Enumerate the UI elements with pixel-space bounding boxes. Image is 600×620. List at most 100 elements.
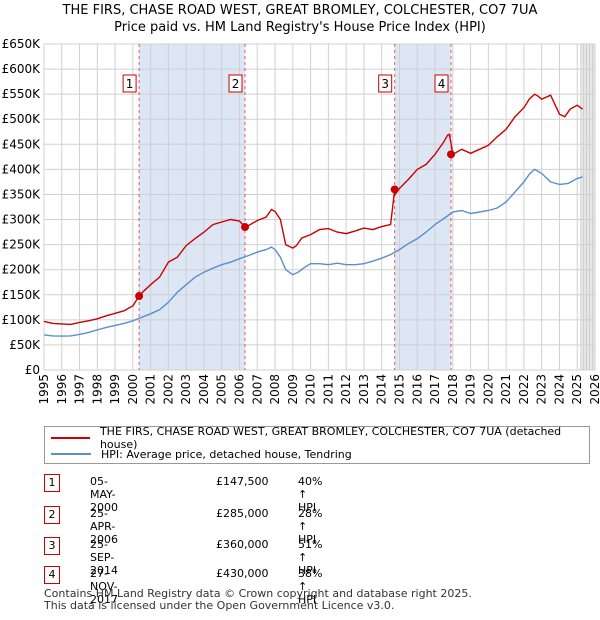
x-tick-label: 2004 — [197, 374, 211, 405]
y-tick-label: £450K — [2, 137, 42, 151]
transaction-number: 2 — [44, 506, 60, 524]
sale-marker-lines — [138, 44, 452, 370]
transaction-date: 05-MAY-2000 — [90, 475, 118, 514]
y-tick-label: £400K — [2, 162, 42, 176]
y-tick-label: £500K — [2, 112, 42, 126]
x-tick-label: 1999 — [108, 374, 122, 405]
x-tick-label: 2020 — [481, 374, 495, 405]
y-tick-label: £150K — [2, 288, 42, 302]
transaction-price: £360,000 — [216, 538, 269, 551]
x-tick-label: 2022 — [517, 374, 531, 405]
x-tick-label: 2007 — [250, 374, 264, 405]
footer-copyright: Contains HM Land Registry data © Crown c… — [44, 587, 472, 600]
y-tick-label: £50K — [9, 338, 41, 352]
transaction-date: 25-APR-2006 — [90, 507, 118, 546]
chart-title: THE FIRS, CHASE ROAD WEST, GREAT BROMLEY… — [62, 3, 538, 18]
sale-marker-label: 4 — [438, 77, 446, 91]
x-tick-label: 2021 — [499, 374, 513, 405]
sale-points — [135, 150, 456, 301]
y-tick-label: £550K — [2, 87, 42, 101]
series-lines — [43, 93, 584, 337]
transaction-date: 27-NOV-2017 — [90, 567, 118, 606]
x-tick-label: 2008 — [268, 374, 282, 405]
legend-item-hpi: HPI: Average price, detached house, Tend… — [51, 446, 352, 462]
transaction-price: £430,000 — [216, 567, 269, 580]
x-tick-label: 2026 — [588, 374, 600, 405]
legend: THE FIRS, CHASE ROAD WEST, GREAT BROMLEY… — [44, 425, 590, 464]
legend-swatch-property — [51, 437, 90, 439]
sale-point — [447, 150, 456, 159]
transaction-price: £147,500 — [216, 475, 269, 488]
sale-point — [135, 292, 144, 301]
chart-subtitle: Price paid vs. HM Land Registry's House … — [114, 20, 486, 35]
legend-label-property: THE FIRS, CHASE ROAD WEST, GREAT BROMLEY… — [99, 425, 562, 451]
y-tick-label: £300K — [2, 213, 42, 227]
x-tick-label: 1998 — [90, 374, 104, 405]
sale-marker-box — [228, 74, 243, 93]
x-tick-label: 2009 — [286, 374, 300, 405]
x-tick-label: 2015 — [392, 374, 406, 405]
x-tick-label: 1997 — [73, 374, 87, 405]
x-tick-label: 2016 — [410, 374, 424, 405]
hpi-series-line — [43, 168, 583, 337]
x-tick-label: 2010 — [304, 374, 318, 405]
footer: Contains HM Land Registry data © Crown c… — [44, 588, 472, 612]
x-tick-label: 2013 — [357, 374, 371, 405]
price-chart: 1 2 3 4 £0 £50K £100K £150K £200K £250K £300K £350… — [2, 37, 600, 405]
y-tick-label: £600K — [2, 62, 42, 76]
legend-label-hpi: HPI: Average price, detached house, Tend… — [101, 447, 352, 461]
footer-licence: This data is licensed under the Open Gov… — [44, 599, 395, 612]
legend-item-property: THE FIRS, CHASE ROAD WEST, GREAT BROMLEY… — [51, 425, 589, 451]
chart-title-block: THE FIRS, CHASE ROAD WEST, GREAT BROMLEY… — [0, 2, 600, 36]
y-tick-label: £650K — [2, 37, 42, 51]
transaction-number: 1 — [44, 474, 60, 492]
sale-marker-box — [378, 74, 393, 93]
transaction-hpi: 28% ↑ HPI — [298, 507, 323, 546]
x-tick-label: 2025 — [570, 374, 584, 405]
sale-period-band — [139, 44, 246, 370]
x-tick-label: 2006 — [233, 374, 247, 405]
x-tick-label: 2002 — [161, 374, 175, 405]
future-band — [580, 44, 595, 370]
transaction-hpi: 51% ↑ HPI — [298, 538, 323, 577]
highlight-bands — [139, 44, 595, 370]
x-tick-label: 2024 — [552, 374, 566, 405]
legend-swatch-hpi — [51, 453, 91, 455]
sale-marker-label: 1 — [126, 77, 134, 91]
sale-marker-box — [434, 74, 449, 93]
grid-lines — [43, 43, 596, 371]
y-tick-labels: £0 £50K £100K £150K £200K £250K £300K £350K £400… — [2, 37, 42, 377]
sale-point — [390, 185, 399, 194]
x-tick-label: 1996 — [55, 374, 69, 405]
sale-period-band — [394, 44, 452, 370]
x-tick-label: 2014 — [375, 374, 389, 405]
x-tick-label: 2019 — [464, 374, 478, 405]
x-tick-label: 2018 — [446, 374, 460, 405]
x-tick-label: 2005 — [215, 374, 229, 405]
property-series-line — [43, 93, 584, 326]
y-tick-label: £200K — [2, 263, 42, 277]
transaction-number: 4 — [44, 566, 60, 584]
transaction-date: 25-SEP-2014 — [90, 538, 118, 577]
x-tick-label: 2023 — [535, 374, 549, 405]
y-tick-label: £350K — [2, 187, 42, 201]
transaction-price: £285,000 — [216, 507, 269, 520]
y-tick-label: £0 — [25, 363, 40, 377]
transaction-hpi: 40% ↑ HPI — [298, 475, 323, 514]
transaction-hpi: 38% ↑ HPI — [298, 567, 323, 606]
x-tick-label: 2017 — [428, 374, 442, 405]
sale-marker-label: 2 — [232, 77, 240, 91]
y-tick-label: £100K — [2, 313, 42, 327]
x-tick-label: 2001 — [144, 374, 158, 405]
x-tick-labels: 1995 1996 1997 1998 1999 2000 2001 2002 2003 2004… — [37, 374, 600, 405]
y-tick-label: £250K — [2, 238, 42, 252]
x-tick-label: 2003 — [179, 374, 193, 405]
x-tick-label: 2012 — [339, 374, 353, 405]
transaction-number: 3 — [44, 537, 60, 555]
sale-markers: 1 2 3 4 — [122, 74, 449, 93]
sale-point — [241, 223, 250, 232]
x-tick-label: 2011 — [321, 374, 335, 405]
sale-marker-label: 3 — [381, 77, 389, 91]
x-tick-label: 1995 — [37, 374, 51, 405]
x-tick-label: 2000 — [126, 374, 140, 405]
